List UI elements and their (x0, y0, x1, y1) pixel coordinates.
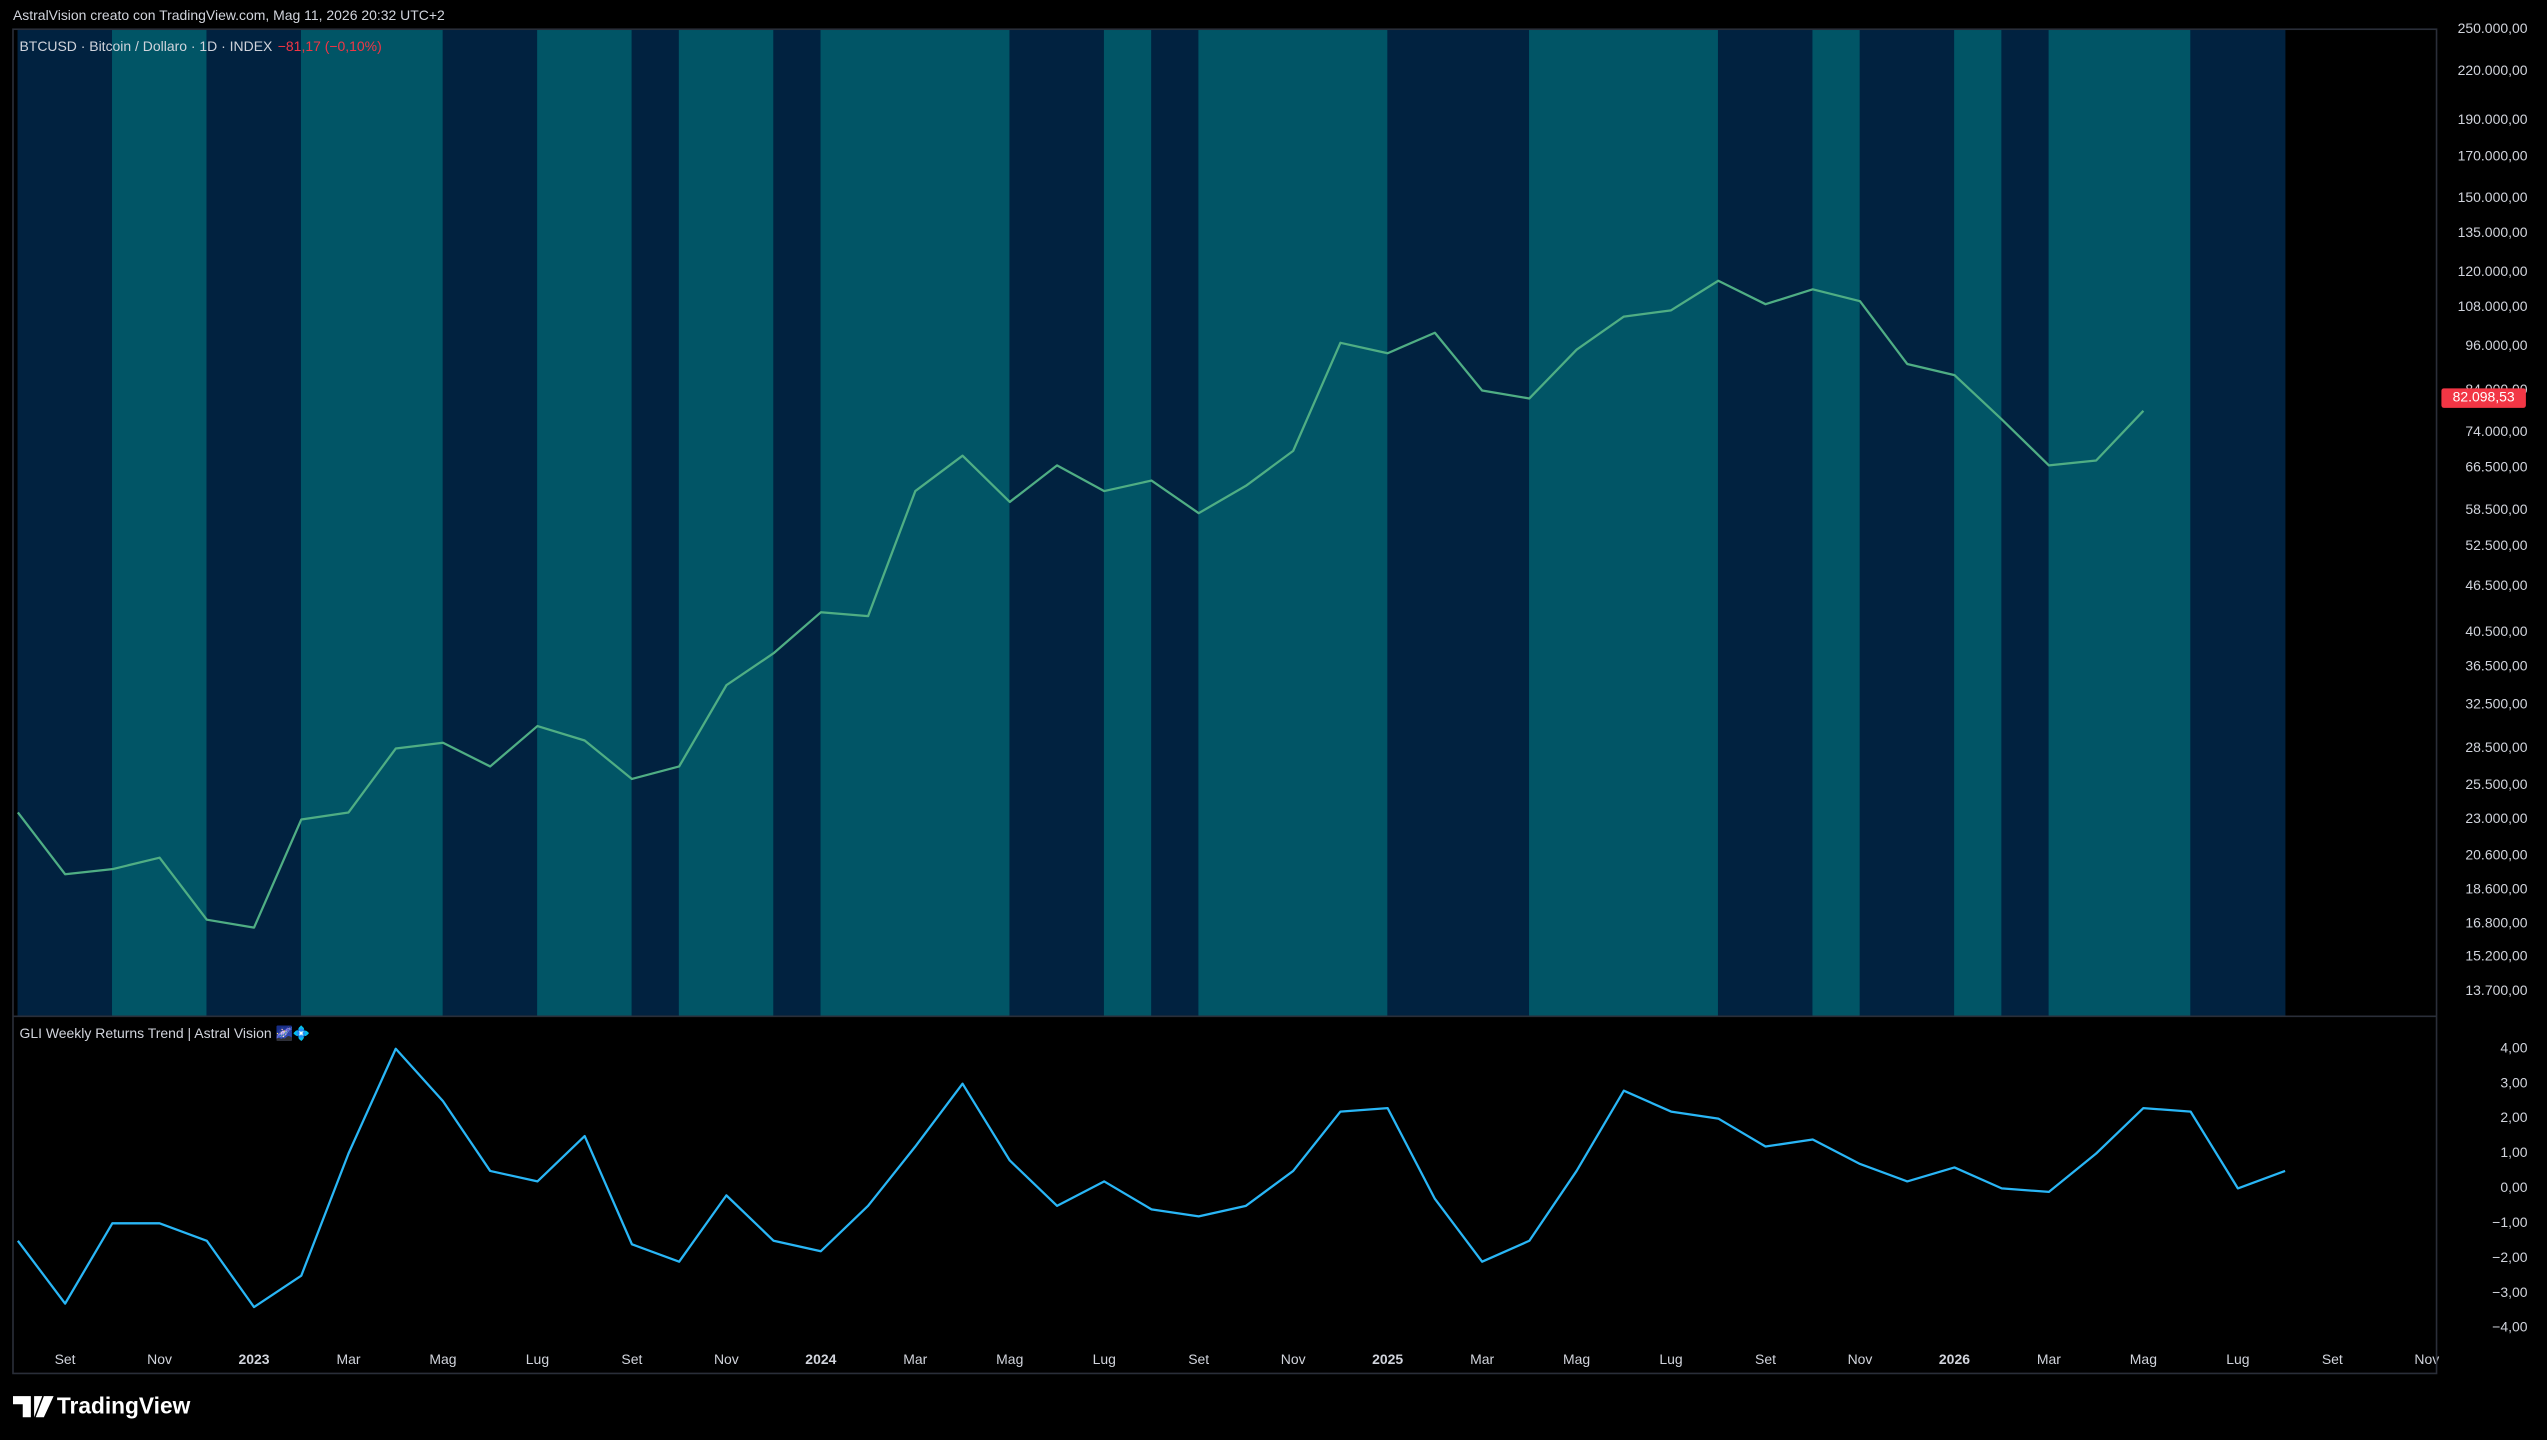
regime-band (112, 29, 208, 1017)
x-tick-label: Mar (1470, 1351, 1494, 1367)
y-tick-label: 18.600,00 (2465, 881, 2527, 897)
regime-band (1387, 29, 1530, 1017)
regime-band (1529, 29, 1719, 1017)
x-tick-label: Nov (1848, 1351, 1873, 1367)
y-tick-label: 74.000,00 (2465, 423, 2527, 439)
y-tick-label: 108.000,00 (2458, 298, 2528, 314)
x-tick-label: 2023 (239, 1351, 270, 1367)
logo-text: TradingView (57, 1393, 191, 1419)
y-tick-label: 150.000,00 (2458, 189, 2528, 205)
regime-band (300, 29, 444, 1017)
x-tick-label: Set (1188, 1351, 1209, 1367)
x-tick-label: Lug (1659, 1351, 1682, 1367)
y-tick-label: 28.500,00 (2465, 739, 2527, 755)
y-tick-label: 135.000,00 (2458, 224, 2528, 240)
y-tick-label: 58.500,00 (2465, 501, 2527, 517)
x-tick-label: Mar (336, 1351, 360, 1367)
regime-band (1151, 29, 1200, 1017)
x-tick-label: Mar (2037, 1351, 2061, 1367)
regime-band (442, 29, 538, 1017)
y-tick-label: 0,00 (2500, 1179, 2527, 1195)
regime-band (1103, 29, 1152, 1017)
y-tick-label: 250.000,00 (2458, 20, 2528, 36)
x-tick-label: Mag (2130, 1351, 2157, 1367)
x-tick-label: Nov (1281, 1351, 1306, 1367)
series-line (16, 279, 2145, 929)
x-tick-label: 2024 (805, 1351, 836, 1367)
x-tick-label: Set (2322, 1351, 2343, 1367)
y-tick-label: 23.000,00 (2465, 810, 2527, 826)
y-tick-label: 15.200,00 (2465, 947, 2527, 963)
price-change: −81,17 (−0,10%) (278, 38, 382, 54)
indicator-title: GLI Weekly Returns Trend | Astral Vision… (19, 1025, 310, 1042)
regime-band (1198, 29, 1388, 1017)
panel-border (12, 28, 2438, 1375)
price-panel: 250.000,00 220.000,00 190.000,00 170.000,00… (16, 20, 2528, 1017)
regime-band (537, 29, 633, 1017)
regime-band (820, 29, 1011, 1017)
x-tick-label: Nov (147, 1351, 172, 1367)
regime-band (2001, 29, 2050, 1017)
x-tick-label: Nov (2414, 1351, 2439, 1367)
regime-band (1009, 29, 1105, 1017)
regime-band (1812, 29, 1861, 1017)
x-tick-label: Lug (2226, 1351, 2249, 1367)
regime-band (17, 29, 113, 1017)
header-text: AstralVision creato con TradingView.com,… (13, 7, 445, 23)
y-tick-label: −3,00 (2492, 1284, 2528, 1300)
x-tick-label: Set (621, 1351, 642, 1367)
regime-band (773, 29, 822, 1017)
logo-icon (12, 1396, 54, 1418)
y-tick-label: 36.500,00 (2465, 657, 2527, 673)
y-tick-label: 40.500,00 (2465, 623, 2527, 639)
y-tick-label: 2,00 (2500, 1109, 2527, 1125)
y-tick-label: 96.000,00 (2465, 337, 2527, 353)
y-tick-label: 4,00 (2500, 1039, 2527, 1055)
y-tick-label: 46.500,00 (2465, 577, 2527, 593)
regime-band (631, 29, 680, 1017)
y-tick-label: 52.500,00 (2465, 537, 2527, 553)
y-tick-label: 13.700,00 (2465, 982, 2527, 998)
regime-band (2048, 29, 2191, 1017)
y-tick-label: 120.000,00 (2458, 263, 2528, 279)
last-price-badge (2441, 388, 2526, 408)
y-tick-label: −1,00 (2492, 1214, 2528, 1230)
y-tick-label: 20.600,00 (2465, 847, 2527, 863)
y-tick-label: −4,00 (2492, 1319, 2528, 1335)
y-tick-label: 220.000,00 (2458, 62, 2528, 78)
y-tick-label: −2,00 (2492, 1249, 2528, 1265)
x-tick-label: Nov (714, 1351, 739, 1367)
x-tick-label: Mag (996, 1351, 1023, 1367)
regime-band (678, 29, 774, 1017)
regime-band (1954, 29, 2003, 1017)
x-tick-label: 2025 (1372, 1351, 1403, 1367)
y-tick-label: 170.000,00 (2458, 148, 2528, 164)
x-tick-label: Lug (1093, 1351, 1116, 1367)
tradingview-logo: TradingView (12, 1393, 191, 1419)
y-tick-label: 66.500,00 (2465, 459, 2527, 475)
y-tick-label: 3,00 (2500, 1074, 2527, 1090)
y-tick-label: 32.500,00 (2465, 696, 2527, 712)
regime-band (1859, 29, 1955, 1017)
x-tick-label: Lug (526, 1351, 549, 1367)
x-tick-label: 2026 (1939, 1351, 1970, 1367)
regime-band (1717, 29, 1814, 1017)
last-price-label: 82.098,53 (2453, 389, 2515, 405)
x-tick-label: Mag (429, 1351, 456, 1367)
x-tick-label: Mar (903, 1351, 927, 1367)
y-tick-label: 16.800,00 (2465, 914, 2527, 930)
regime-band (206, 29, 302, 1017)
x-tick-label: Set (55, 1351, 76, 1367)
y-tick-label: 190.000,00 (2458, 111, 2528, 127)
indicator-panel: 4,00 3,00 2,00 1,00 0,00 −1,00 −2,00 −3,00 −4,00… (16, 1039, 2528, 1367)
x-tick-label: Set (1755, 1351, 1776, 1367)
x-tick-label: Mag (1563, 1351, 1590, 1367)
regime-band (2190, 29, 2286, 1017)
symbol-legend: BTCUSD · Bitcoin / Dollaro · 1D · INDEX (19, 38, 273, 54)
y-tick-label: 1,00 (2500, 1144, 2527, 1160)
y-tick-label: 25.500,00 (2465, 776, 2527, 792)
series-line (16, 1047, 2286, 1309)
